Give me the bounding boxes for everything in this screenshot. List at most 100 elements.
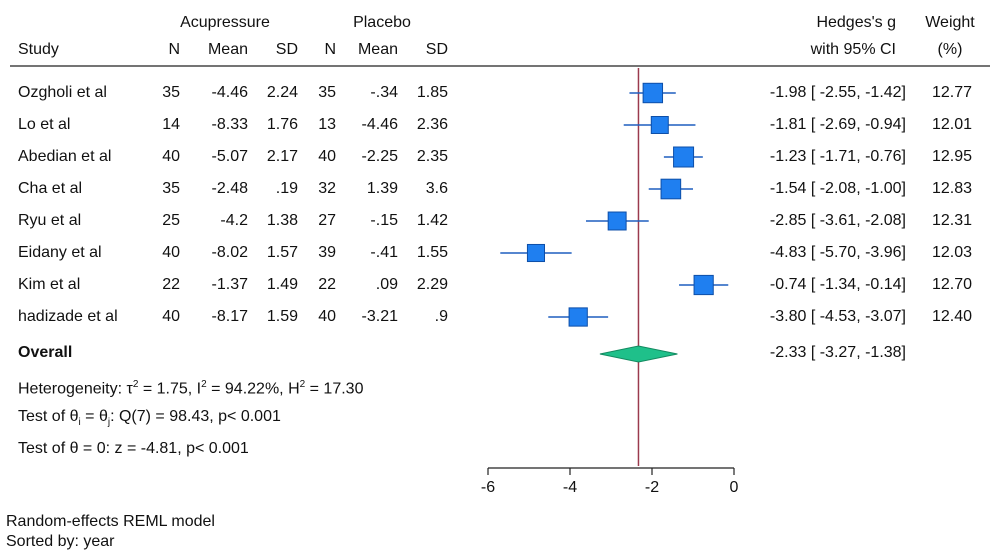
study-name: Kim et al <box>18 276 81 293</box>
mean1-cell: -1.37 <box>211 276 248 293</box>
weight-cell: 12.83 <box>931 180 972 197</box>
n2-cell: 40 <box>318 308 336 325</box>
mean2-cell: -.15 <box>370 212 398 229</box>
n1-cell: 14 <box>162 116 180 133</box>
study-marker <box>526 243 546 263</box>
ci-text-cell: -0.74 [ -1.34, -0.14] <box>769 276 906 293</box>
sd2-cell: 2.35 <box>416 148 448 165</box>
sd1-cell: .19 <box>275 180 298 197</box>
n2-cell: 39 <box>318 244 336 261</box>
group-header-acupressure: Acupressure <box>180 14 270 31</box>
mean2-cell: .09 <box>375 276 398 293</box>
sd1-cell: 1.76 <box>266 116 298 133</box>
x-tick-label: 0 <box>730 479 739 496</box>
sd1-cell: 2.17 <box>266 148 298 165</box>
overall-diamond <box>599 345 678 363</box>
study-marker <box>568 307 588 327</box>
study-name: Abedian et al <box>18 148 112 165</box>
n1-cell: 40 <box>162 148 180 165</box>
sorted-note: Sorted by: year <box>6 533 115 550</box>
study-marker <box>660 178 682 200</box>
study-marker <box>650 116 669 134</box>
sd1-cell: 1.38 <box>266 212 298 229</box>
mean1-cell: -8.33 <box>211 116 248 133</box>
mean2-cell: 1.39 <box>366 180 398 197</box>
test-equality-text: Test of θi = θj: Q(7) = 98.43, p< 0.001 <box>18 408 281 429</box>
ci-text-cell: -1.81 [ -2.69, -0.94] <box>769 116 906 133</box>
n1-cell: 35 <box>162 180 180 197</box>
mean1-cell: -5.07 <box>211 148 248 165</box>
column-header-ci: with 95% CI <box>810 41 896 58</box>
weight-cell: 12.77 <box>931 84 972 101</box>
column-header-n2: N <box>324 41 336 58</box>
ci-text-cell: -1.98 [ -2.55, -1.42] <box>769 84 906 101</box>
sd1-cell: 1.59 <box>266 308 298 325</box>
sd1-cell: 2.24 <box>266 84 298 101</box>
column-header-study: Study <box>18 41 59 58</box>
study-marker <box>642 82 664 104</box>
ci-text-cell: -4.83 [ -5.70, -3.96] <box>769 244 906 261</box>
mean1-cell: -8.02 <box>211 244 248 261</box>
sd1-cell: 1.49 <box>266 276 298 293</box>
mean2-cell: -3.21 <box>361 308 398 325</box>
column-header-effect: Hedges's g <box>816 14 896 31</box>
mean2-cell: -.41 <box>370 244 398 261</box>
ci-text-cell: -3.80 [ -4.53, -3.07] <box>769 308 906 325</box>
mean1-cell: -4.46 <box>211 84 248 101</box>
n2-cell: 13 <box>318 116 336 133</box>
heterogeneity-text: Heterogeneity: τ2 = 1.75, I2 = 94.22%, H… <box>18 379 364 398</box>
mean2-cell: -4.46 <box>361 116 398 133</box>
mean1-cell: -8.17 <box>211 308 248 325</box>
sd2-cell: 1.55 <box>416 244 448 261</box>
sd2-cell: 2.29 <box>416 276 448 293</box>
n2-cell: 32 <box>318 180 336 197</box>
ci-text-cell: -1.23 [ -1.71, -0.76] <box>769 148 906 165</box>
study-name: Ozgholi et al <box>18 84 107 101</box>
mean1-cell: -4.2 <box>220 212 248 229</box>
column-header-n1: N <box>168 41 180 58</box>
x-tick-label: -2 <box>645 479 659 496</box>
sd2-cell: 1.85 <box>416 84 448 101</box>
study-name: Lo et al <box>18 116 71 133</box>
n1-cell: 25 <box>162 212 180 229</box>
column-header-mean2: Mean <box>357 41 398 58</box>
study-name: Eidany et al <box>18 244 102 261</box>
overall-label: Overall <box>18 344 73 361</box>
weight-cell: 12.40 <box>931 308 972 325</box>
sd2-cell: 3.6 <box>425 180 448 197</box>
model-note: Random-effects REML model <box>6 513 215 530</box>
n1-cell: 40 <box>162 244 180 261</box>
mean1-cell: -2.48 <box>211 180 248 197</box>
ci-text-cell: -1.54 [ -2.08, -1.00] <box>769 180 906 197</box>
study-marker <box>607 211 627 231</box>
study-name: hadizade et al <box>18 308 118 325</box>
column-header-sd1: SD <box>275 41 298 58</box>
weight-cell: 12.03 <box>931 244 972 261</box>
n1-cell: 40 <box>162 308 180 325</box>
n2-cell: 22 <box>318 276 336 293</box>
group-header-placebo: Placebo <box>353 14 411 31</box>
weight-cell: 12.70 <box>931 276 972 293</box>
mean2-cell: -2.25 <box>361 148 398 165</box>
n2-cell: 27 <box>318 212 336 229</box>
n2-cell: 35 <box>318 84 336 101</box>
overall-ci-text: -2.33 [ -3.27, -1.38] <box>769 344 906 361</box>
weight-cell: 12.95 <box>931 148 972 165</box>
x-tick-label: -6 <box>481 479 495 496</box>
sd2-cell: .9 <box>434 308 448 325</box>
ci-text-cell: -2.85 [ -3.61, -2.08] <box>769 212 906 229</box>
column-header-sd2: SD <box>425 41 448 58</box>
column-header-weight-unit: (%) <box>937 41 963 58</box>
study-name: Cha et al <box>18 180 83 197</box>
weight-cell: 12.31 <box>931 212 972 229</box>
sd2-cell: 1.42 <box>416 212 448 229</box>
study-marker <box>693 274 714 296</box>
sd2-cell: 2.36 <box>416 116 448 133</box>
n1-cell: 22 <box>162 276 180 293</box>
sd1-cell: 1.57 <box>266 244 298 261</box>
mean2-cell: -.34 <box>370 84 398 101</box>
column-header-mean1: Mean <box>207 41 248 58</box>
column-header-weight: Weight <box>925 14 975 31</box>
n2-cell: 40 <box>318 148 336 165</box>
